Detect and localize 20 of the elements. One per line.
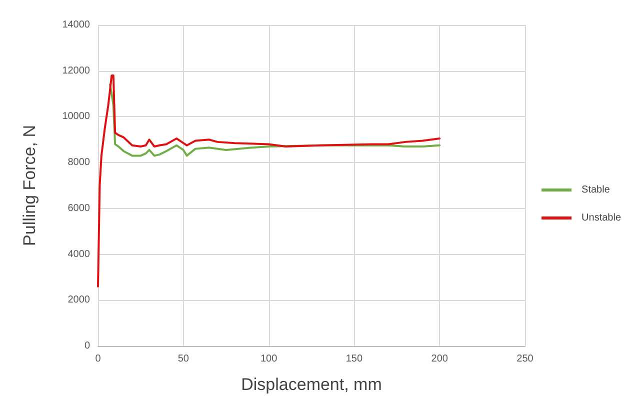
x-tick-label: 200 <box>431 354 448 364</box>
y-tick-label: 10000 <box>62 111 90 122</box>
line-series <box>108 84 441 157</box>
x-axis-title: Displacement, mm <box>241 375 382 394</box>
x-tick-label: 150 <box>346 354 363 364</box>
y-axis-title: Pulling Force, N <box>20 125 39 246</box>
x-tick-label: 50 <box>178 354 190 364</box>
y-tick-label: 0 <box>84 340 90 352</box>
x-tick-label: 0 <box>95 354 102 364</box>
legend-label: Stable <box>582 184 610 196</box>
line-series <box>97 74 441 288</box>
y-tick-label: 8000 <box>68 157 90 168</box>
y-tick-label: 2000 <box>68 294 90 306</box>
y-tick-label: 12000 <box>62 65 90 76</box>
x-tick-label: 100 <box>260 354 278 364</box>
y-tick-label: 14000 <box>62 20 90 30</box>
x-tick-label: 250 <box>516 354 534 364</box>
legend-label: Unstable <box>582 212 622 224</box>
y-tick-label: 4000 <box>68 248 90 260</box>
y-tick-label: 6000 <box>68 202 90 214</box>
